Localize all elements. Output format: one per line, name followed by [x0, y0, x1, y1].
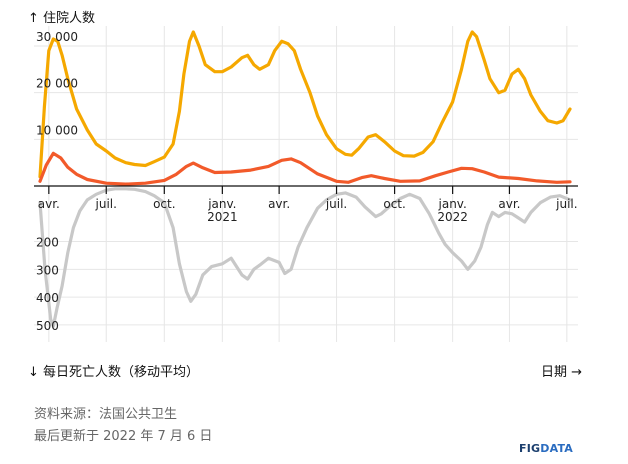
upper-tick-label-0: 10 000: [36, 123, 78, 137]
x-tick-label-0: avr.: [38, 197, 60, 211]
x-tick-label-1: juil.: [95, 197, 117, 211]
updated-note: 最后更新于 2022 年 7 月 6 日: [34, 429, 213, 444]
upper-tick-label-2: 30 000: [36, 30, 78, 44]
upper-tick-label-1: 20 000: [36, 77, 78, 91]
grid-layer: [34, 26, 578, 342]
x-tick-label-6: oct.: [383, 197, 405, 211]
lower-tick-label-2: 400: [36, 291, 59, 305]
axis-layer: 10 000 20 000 30 000 200 300 400 500 avr. juil. o…: [34, 30, 578, 333]
x-tick-label-4: avr.: [268, 197, 290, 211]
x-tick-label-8: avr.: [498, 197, 520, 211]
x-tick-label-7: janv.: [438, 197, 467, 211]
series-line-2: [38, 187, 572, 328]
x-tick-label-9: juil.: [555, 197, 577, 211]
series-line-1: [38, 151, 572, 186]
lower-tick-label-0: 200: [36, 236, 59, 250]
series-layer: [38, 30, 572, 328]
x-tick-label-2: oct.: [153, 197, 175, 211]
series-line-0: [38, 30, 572, 179]
brand-main: FIG: [519, 442, 541, 455]
brand-accent: DATA: [540, 442, 574, 455]
lower-axis-title: ↓ 每日死亡人数（移动平均）: [28, 365, 200, 380]
brand-logo: FIGDATA: [519, 442, 573, 455]
x-tick-label-3: janv.: [207, 197, 236, 211]
x-tick-year-3: 2021: [207, 210, 238, 224]
x-tick-label-5: juil.: [325, 197, 347, 211]
source-note: 资料来源：法国公共卫生: [34, 407, 178, 422]
lower-tick-label-1: 300: [36, 263, 59, 277]
x-axis-title: 日期 →: [541, 365, 583, 380]
upper-axis-title: ↑ 住院人数: [28, 11, 96, 26]
lower-tick-label-3: 500: [36, 319, 59, 333]
x-tick-year-7: 2022: [437, 210, 468, 224]
